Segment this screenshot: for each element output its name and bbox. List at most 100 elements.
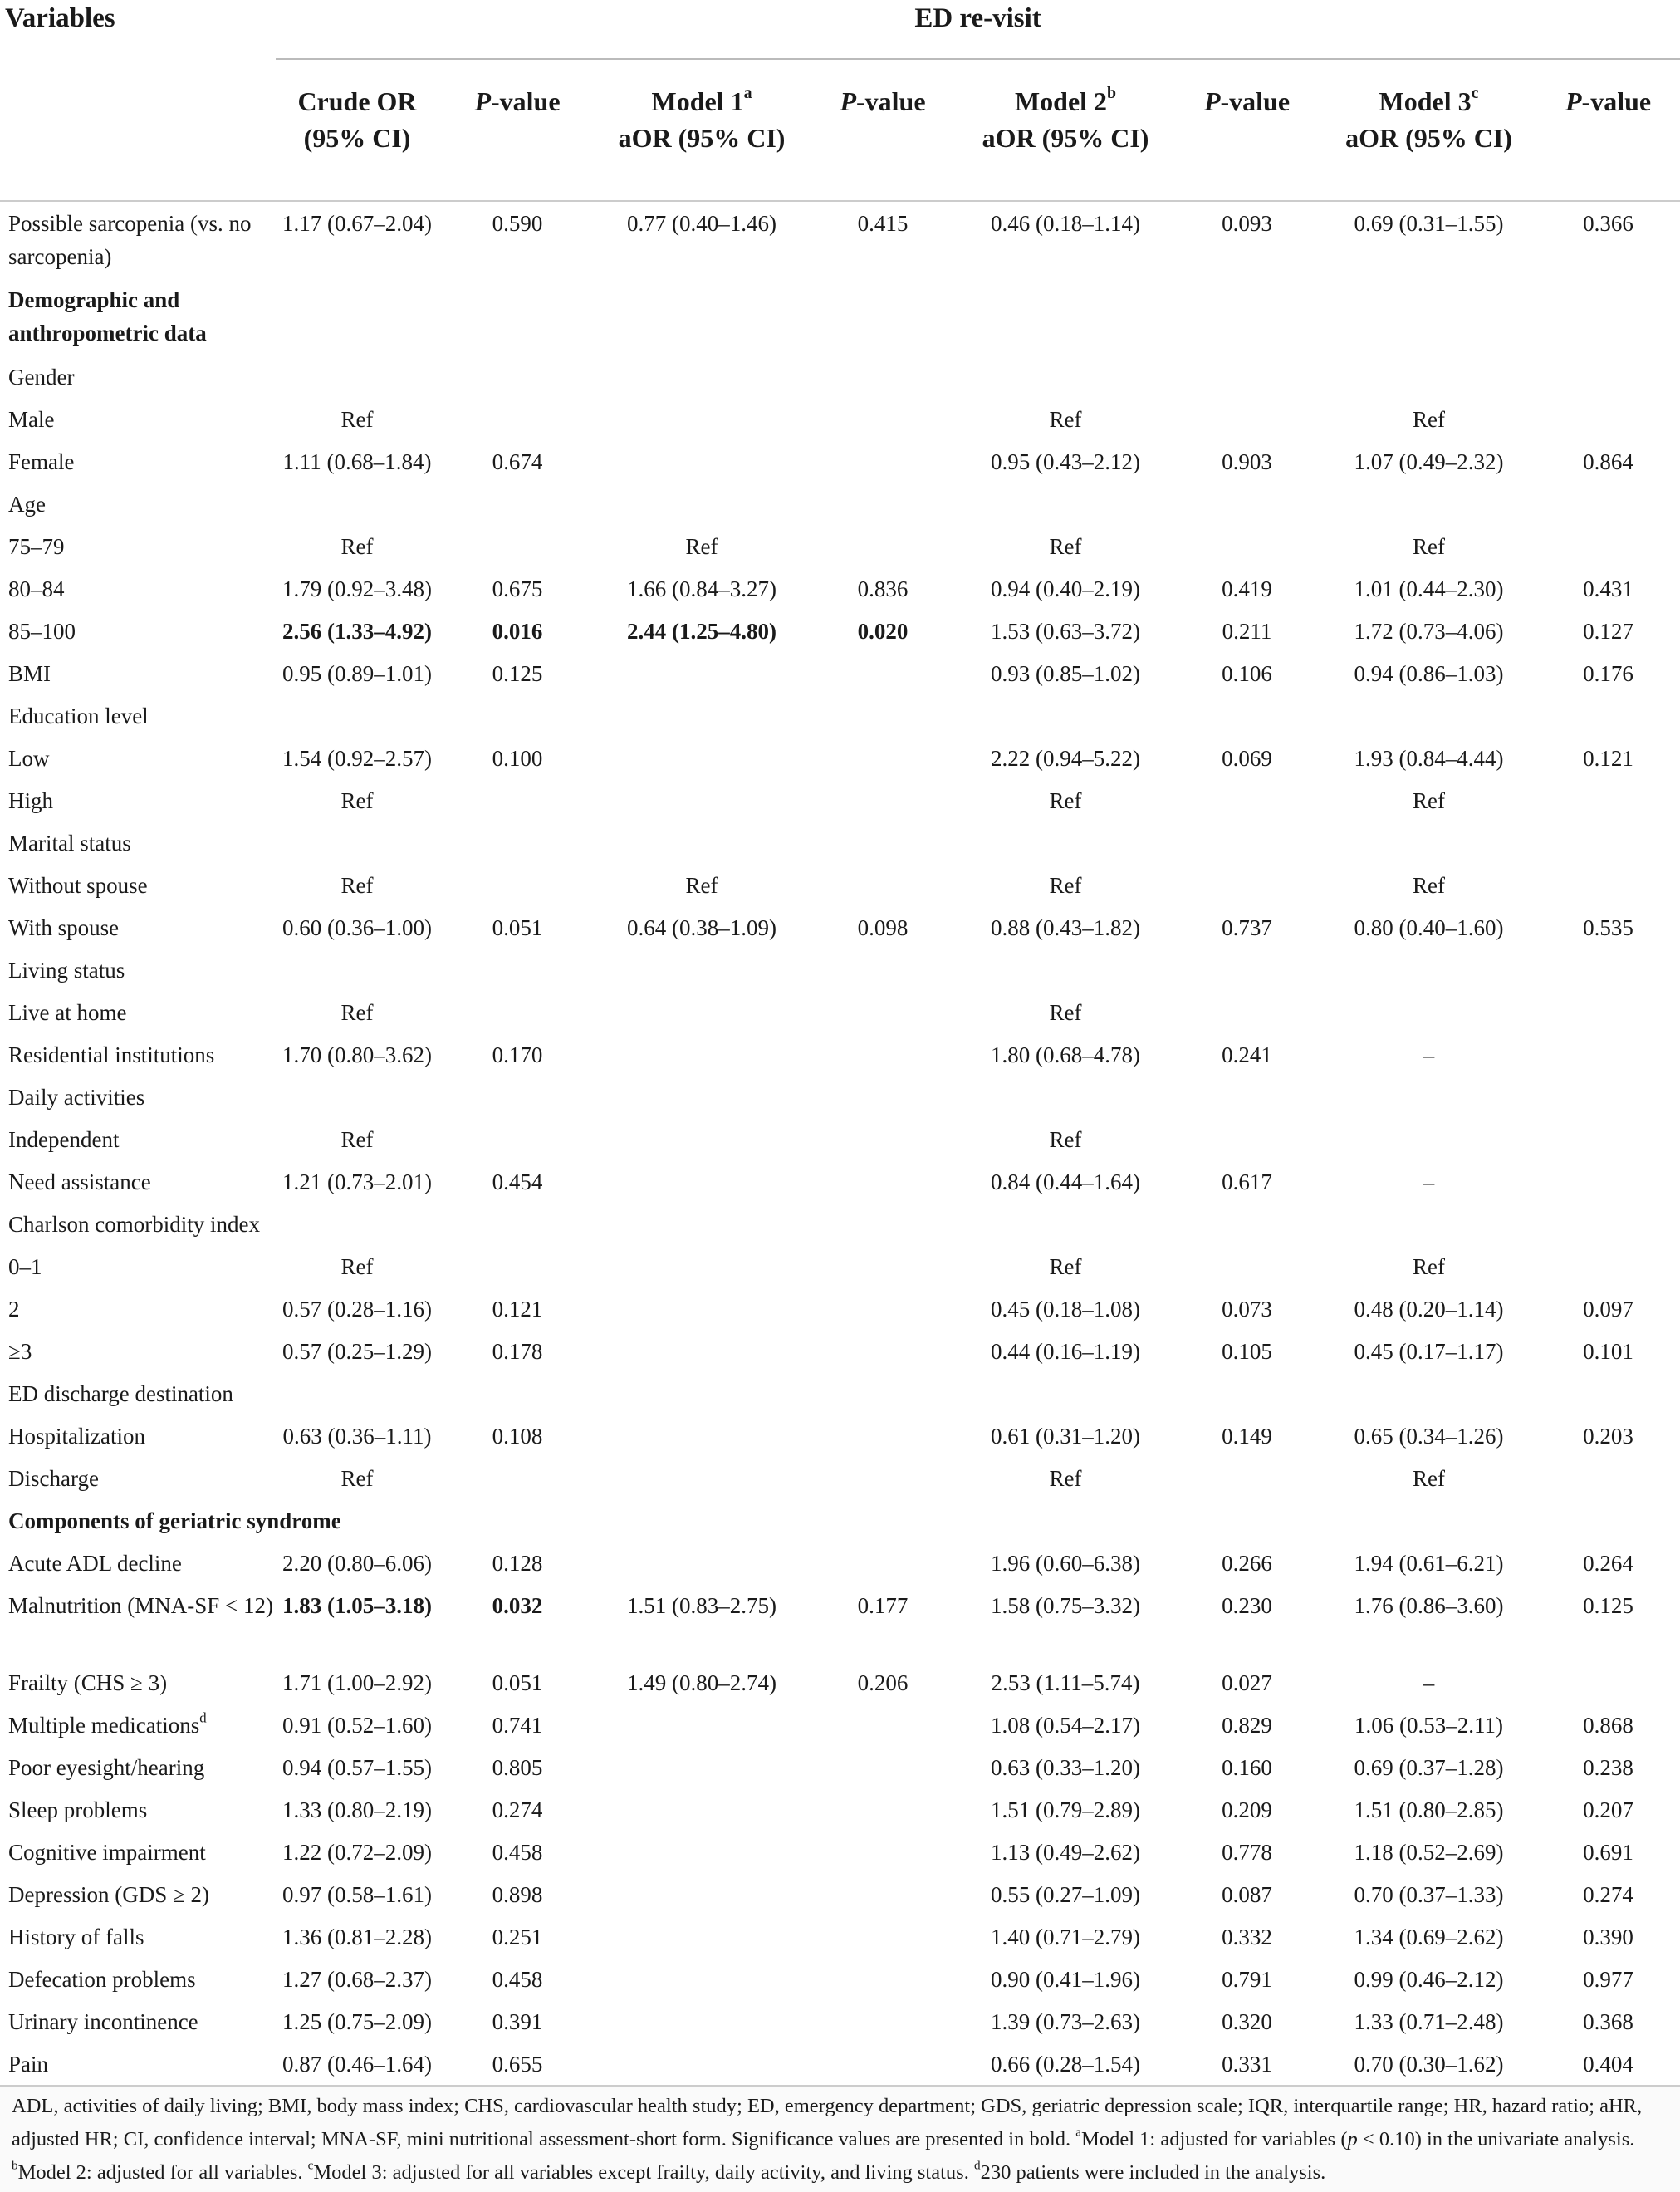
row-label-text: BMI [8,661,51,686]
table-cell: 2.56 (1.33–4.92) [282,619,432,644]
row-label-text: Marital status [8,831,131,856]
table-cell: 0.093 [1222,211,1272,236]
table-row: Without spouse Ref Ref Ref Ref [0,864,1680,906]
table-cell: 0.741 [492,1713,543,1738]
footnote: ADL, activities of daily living; BMI, bo… [0,2085,1680,2192]
table-cell [807,398,958,440]
table-row: Gender [0,356,1680,398]
table-row: Living status [0,949,1680,991]
table-cell [438,991,596,1033]
table-row: Male Ref Ref Ref [0,398,1680,440]
table-cell: 1.80 (0.68–4.78) [991,1042,1140,1067]
table-cell [596,1076,807,1118]
table-cell [1321,278,1536,356]
table-cell [1173,356,1321,398]
table-cell: Ref [1413,534,1445,559]
table-cell [807,525,958,567]
row-label: Hospitalization [0,1415,276,1457]
table-cell: 1.25 (0.75–2.09) [282,2009,432,2034]
table-row: Charlson comorbidity index [0,1203,1680,1245]
table-cell: 0.458 [492,1967,543,1992]
table-cell: 0.84 (0.44–1.64) [991,1170,1140,1194]
row-label-text: ≥3 [8,1339,32,1364]
table-row: Education level [0,694,1680,737]
table-cell: 0.868 [1583,1713,1633,1738]
table-cell: Ref [340,1127,374,1152]
table-cell [1321,1076,1536,1118]
column-header: Crude OR (95% CI) [276,59,438,202]
row-label: Live at home [0,991,276,1033]
table-cell: 0.57 (0.28–1.16) [282,1297,432,1322]
table-cell: 1.70 (0.80–3.62) [282,1042,432,1067]
table-cell: 1.71 (1.00–2.92) [282,1670,432,1695]
table-cell: 0.87 (0.46–1.64) [282,2052,432,2077]
table-cell [1536,398,1680,440]
table-cell: 0.69 (0.31–1.55) [1354,211,1504,236]
table-cell: 0.177 [857,1593,909,1618]
table-cell [807,1831,958,1873]
table-row: Live at home Ref Ref [0,991,1680,1033]
column-header-text: -value [856,86,926,116]
table-row: ED discharge destination [0,1372,1680,1415]
row-label-text: Education level [8,704,149,728]
row-label-text: Multiple medications [8,1713,200,1738]
table-cell: 2.53 (1.11–5.74) [991,1670,1140,1695]
table-cell: 0.454 [492,1170,543,1194]
column-header-text: -value [1581,86,1652,116]
row-label-text: Female [8,449,75,474]
table-cell: 0.125 [492,661,543,686]
column-header-line: aOR (95% CI) [982,123,1149,153]
table-cell: 0.94 (0.86–1.03) [1354,661,1504,686]
row-label: 75–79 [0,525,276,567]
table-cell: 0.209 [1222,1797,1272,1822]
table-cell: 0.016 [492,619,543,644]
table-cell: 1.18 (0.52–2.69) [1354,1840,1504,1865]
table-cell [807,1915,958,1958]
row-label-text: Sleep problems [8,1797,148,1822]
table-cell [1321,991,1536,1033]
table-row: Urinary incontinence 1.25 (0.75–2.09) 0.39… [0,2000,1680,2042]
table-cell: 1.11 (0.68–1.84) [282,449,432,474]
table-cell [1321,1203,1536,1245]
table-cell [438,483,596,525]
row-label: 85–100 [0,610,276,652]
table-cell [1536,356,1680,398]
table-cell [596,1958,807,2000]
table-cell [1321,1118,1536,1160]
table-cell: 1.21 (0.73–2.01) [282,1170,432,1194]
table-cell: 0.57 (0.25–1.29) [282,1339,432,1364]
column-header-italic: P [474,86,491,116]
table-cell [276,1076,438,1118]
header-row: Variables ED re-visit [0,0,1680,60]
column-header-line: aOR (95% CI) [1345,123,1512,153]
table-cell [596,1788,807,1831]
table-cell: 1.72 (0.73–4.06) [1354,619,1504,644]
table-cell [438,525,596,567]
table-cell [596,1704,807,1746]
table-cell [438,398,596,440]
column-header-line: aOR (95% CI) [618,123,786,153]
table-row: Hospitalization 0.63 (0.36–1.11) 0.108 0.61… [0,1415,1680,1457]
table-cell [596,1542,807,1584]
table-cell: 0.331 [1222,2052,1272,2077]
row-label: Frailty (CHS ≥ 3) [0,1661,276,1704]
table-row: Sleep problems 1.33 (0.80–2.19) 0.274 1.51 … [0,1788,1680,1831]
table-cell: 0.101 [1583,1339,1633,1364]
column-header-line: Model 3 [1379,86,1472,116]
row-label-text: History of falls [8,1925,144,1949]
table-cell: Ref [685,873,718,898]
column-header: Model 3c aOR (95% CI) [1321,59,1536,202]
table-cell: Ref [1049,407,1082,432]
table-cell: 0.170 [492,1042,543,1067]
table-cell: 1.51 (0.79–2.89) [991,1797,1140,1822]
table-cell [1173,278,1321,356]
column-header-line: Model 2 [1014,86,1108,116]
table-cell: 0.020 [857,619,909,644]
row-label-text: Frailty (CHS ≥ 3) [8,1670,168,1695]
table-cell: Ref [340,1466,374,1491]
table-cell: 0.051 [492,915,543,940]
table-cell [596,1746,807,1788]
table-cell: 0.415 [857,211,909,236]
table-row: Frailty (CHS ≥ 3) 1.71 (1.00–2.92) 0.051 1.… [0,1661,1680,1704]
table-cell [807,1457,958,1499]
